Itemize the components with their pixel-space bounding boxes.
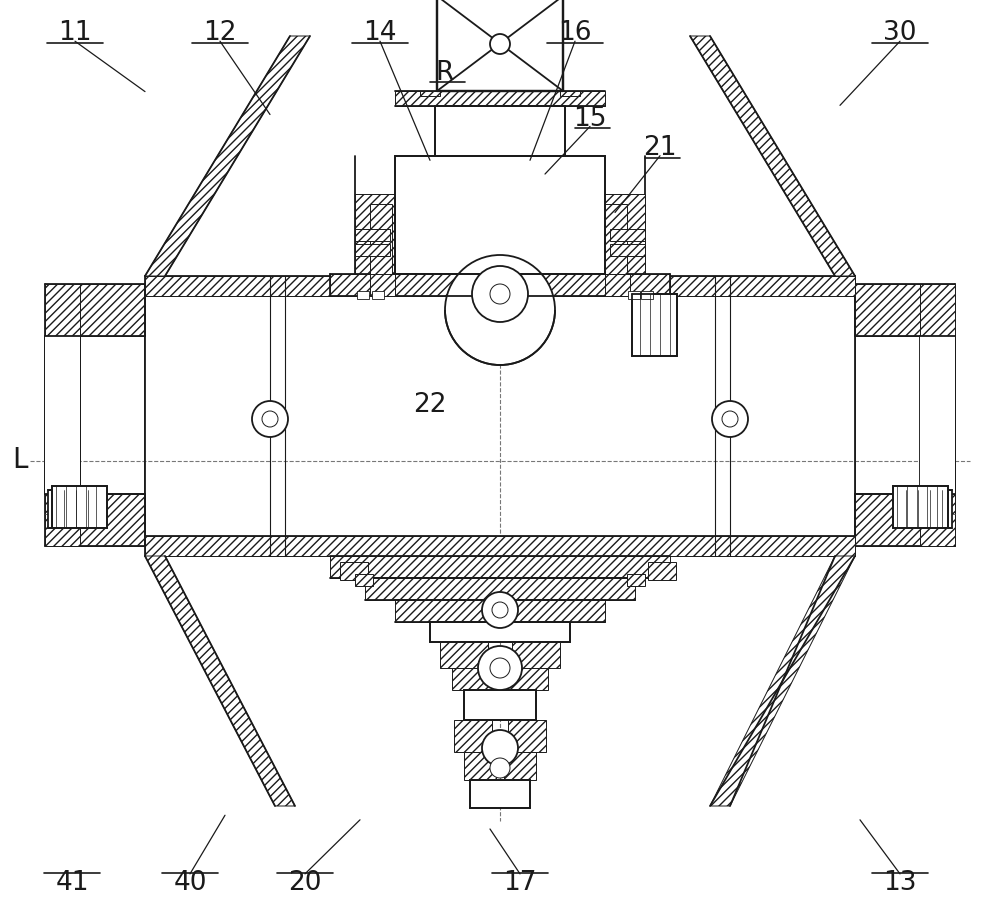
Text: R: R bbox=[436, 60, 454, 86]
Bar bbox=[357, 291, 369, 299]
Bar bbox=[627, 574, 645, 586]
Text: 14: 14 bbox=[363, 20, 397, 46]
Text: 13: 13 bbox=[883, 870, 917, 896]
Bar bbox=[145, 276, 855, 296]
Bar bbox=[464, 752, 496, 780]
Bar bbox=[370, 204, 392, 274]
Bar bbox=[440, 642, 488, 668]
Text: 16: 16 bbox=[558, 20, 592, 46]
Bar bbox=[370, 274, 395, 296]
Bar bbox=[45, 284, 145, 336]
Bar bbox=[395, 600, 605, 622]
Bar bbox=[145, 536, 855, 556]
Circle shape bbox=[490, 284, 510, 304]
Polygon shape bbox=[45, 494, 80, 546]
Bar bbox=[430, 622, 570, 642]
Circle shape bbox=[482, 592, 518, 628]
Bar bbox=[355, 244, 390, 256]
Bar bbox=[145, 296, 855, 536]
Polygon shape bbox=[145, 36, 310, 276]
Text: 30: 30 bbox=[883, 20, 917, 46]
Bar bbox=[355, 574, 373, 586]
Bar bbox=[902, 490, 952, 528]
Bar bbox=[435, 106, 565, 156]
Text: 40: 40 bbox=[173, 870, 207, 896]
Bar bbox=[45, 336, 145, 494]
Bar bbox=[512, 642, 560, 668]
Circle shape bbox=[262, 411, 278, 427]
Text: 17: 17 bbox=[503, 870, 537, 896]
Bar bbox=[605, 194, 645, 274]
Text: L: L bbox=[12, 446, 28, 474]
Circle shape bbox=[490, 34, 510, 54]
Bar bbox=[610, 244, 645, 256]
Bar bbox=[605, 204, 627, 274]
Circle shape bbox=[722, 411, 738, 427]
Polygon shape bbox=[710, 556, 855, 806]
Bar bbox=[610, 229, 645, 241]
Bar bbox=[628, 291, 640, 299]
Bar bbox=[504, 752, 536, 780]
Bar bbox=[508, 720, 546, 752]
Bar bbox=[330, 556, 670, 578]
Bar bbox=[855, 494, 955, 546]
Bar bbox=[454, 720, 492, 752]
Text: 41: 41 bbox=[55, 870, 89, 896]
Polygon shape bbox=[145, 556, 295, 806]
Bar bbox=[355, 229, 390, 241]
Bar bbox=[464, 690, 536, 720]
Bar bbox=[632, 294, 677, 356]
Bar bbox=[641, 291, 653, 299]
Polygon shape bbox=[45, 284, 80, 336]
Circle shape bbox=[712, 401, 748, 437]
Text: 15: 15 bbox=[573, 106, 607, 132]
Bar bbox=[330, 274, 670, 296]
Circle shape bbox=[445, 255, 555, 365]
Bar bbox=[920, 336, 955, 494]
Circle shape bbox=[472, 266, 528, 322]
Bar bbox=[395, 91, 605, 106]
Bar bbox=[355, 194, 395, 274]
Bar bbox=[855, 284, 955, 336]
Bar bbox=[648, 562, 676, 580]
Bar bbox=[52, 486, 107, 528]
Circle shape bbox=[490, 658, 510, 678]
Circle shape bbox=[492, 602, 508, 618]
Bar bbox=[605, 274, 630, 296]
Text: 21: 21 bbox=[643, 136, 677, 161]
Bar bbox=[365, 578, 635, 600]
Circle shape bbox=[482, 730, 518, 766]
Bar bbox=[560, 91, 580, 96]
Polygon shape bbox=[920, 494, 955, 546]
Bar bbox=[437, 0, 563, 91]
Polygon shape bbox=[920, 284, 955, 336]
Text: 20: 20 bbox=[288, 870, 322, 896]
Text: 12: 12 bbox=[203, 20, 237, 46]
Bar bbox=[920, 284, 955, 546]
Circle shape bbox=[490, 758, 510, 778]
Bar bbox=[420, 91, 440, 96]
Circle shape bbox=[478, 646, 522, 690]
Bar bbox=[452, 668, 492, 690]
Bar bbox=[508, 668, 548, 690]
Text: 22: 22 bbox=[413, 392, 447, 418]
Bar bbox=[45, 494, 145, 546]
Bar bbox=[893, 486, 948, 528]
Bar bbox=[45, 284, 80, 546]
Bar bbox=[45, 336, 80, 494]
Circle shape bbox=[252, 401, 288, 437]
Polygon shape bbox=[690, 36, 855, 276]
Text: 11: 11 bbox=[58, 20, 92, 46]
Bar bbox=[372, 291, 384, 299]
Bar bbox=[340, 562, 368, 580]
Bar bbox=[855, 336, 955, 494]
Bar bbox=[470, 780, 530, 808]
Bar bbox=[395, 156, 605, 274]
Bar bbox=[48, 490, 98, 528]
